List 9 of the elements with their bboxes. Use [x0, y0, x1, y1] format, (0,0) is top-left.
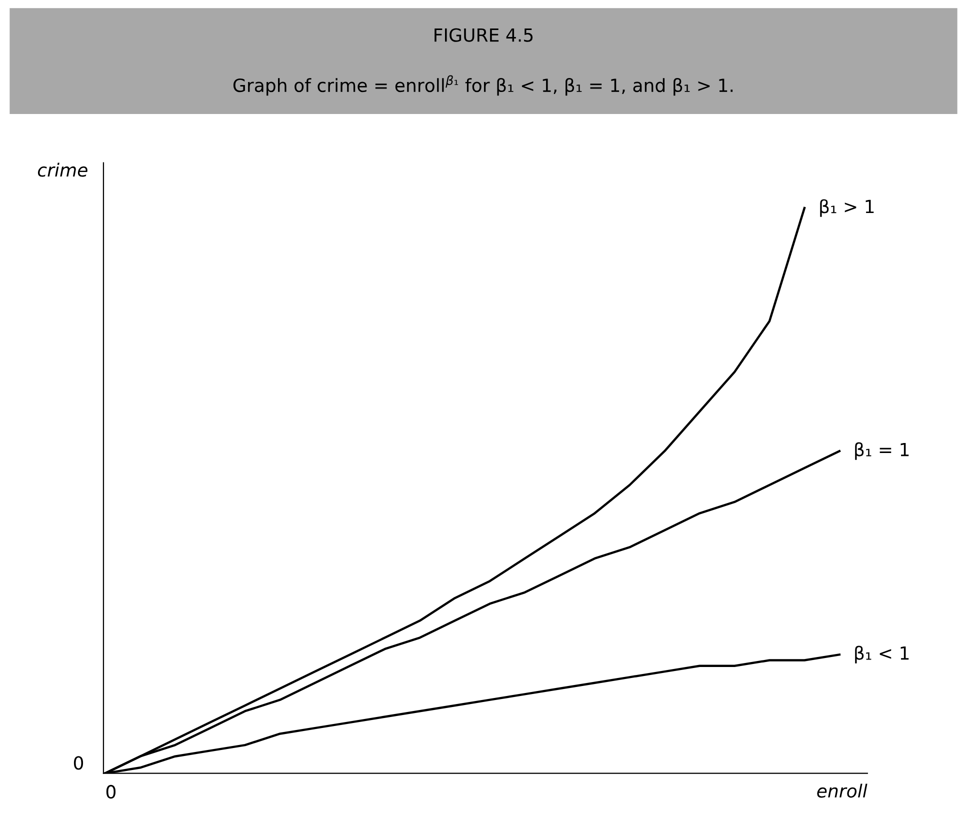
chart-subtitle: Graph of crime = enroll$^{β₁}$ for β₁ < 1, β₁ = 1, and β₁ > 1. — [233, 75, 733, 96]
text: 0 — [74, 756, 84, 770]
y-axis-title: crime — [38, 162, 88, 177]
series-label: β₁ > 1 — [820, 199, 874, 217]
series-label: β₁ < 1 — [855, 646, 909, 664]
chart-title: FIGURE 4.5 — [434, 28, 533, 42]
text: 0 — [106, 784, 116, 799]
x-axis-title: enroll — [817, 784, 868, 798]
series-label: β₁ = 1 — [855, 442, 909, 460]
